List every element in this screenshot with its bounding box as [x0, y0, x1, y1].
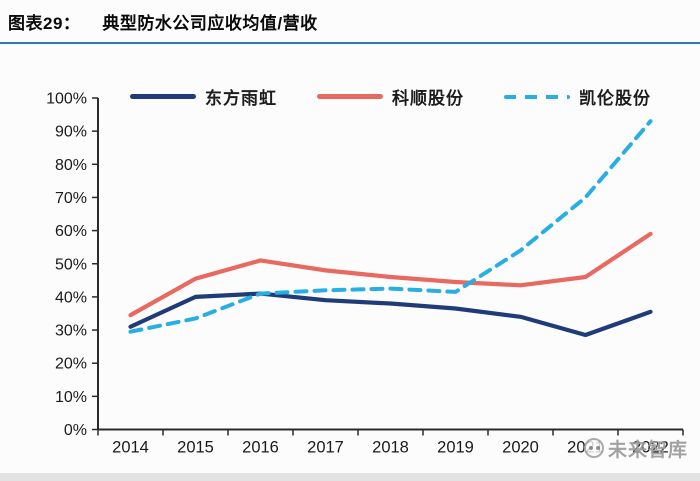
legend-item-1: 科顺股份: [317, 84, 464, 109]
legend-swatch-dashed-line: [504, 94, 570, 99]
x-tick-label: 2018: [372, 439, 409, 457]
x-tick-label: 2022: [632, 439, 669, 457]
y-tick-label: 80%: [55, 157, 87, 174]
y-tick-label: 90%: [55, 124, 87, 141]
bottom-gray-strip: [0, 473, 700, 481]
legend-label: 科顺股份: [392, 89, 464, 108]
legend-label: 东方雨虹: [205, 89, 277, 108]
series-line-0: [128, 291, 653, 338]
y-tick-label: 60%: [55, 223, 87, 240]
watermark-logo-icon: [584, 438, 604, 458]
x-tick-label: 2016: [242, 439, 279, 457]
legend-label: 凯伦股份: [579, 89, 651, 108]
x-tick-label: 2014: [112, 439, 149, 457]
legend-item-0: 东方雨虹: [130, 84, 277, 109]
y-tick-label: 40%: [55, 289, 87, 306]
y-tick-label: 10%: [55, 389, 87, 406]
x-tick-label: 2020: [502, 439, 539, 457]
x-tick-label: 2019: [437, 439, 474, 457]
y-tick-label: 70%: [55, 190, 87, 207]
y-tick-label: 50%: [55, 256, 87, 273]
figure-number: 图表29：: [8, 14, 81, 33]
watermark: 未来智库: [584, 436, 689, 461]
series-line-1: [128, 231, 653, 318]
y-tick-label: 20%: [55, 356, 87, 373]
legend-swatch-solid-line: [317, 94, 383, 99]
figure-title-text: 典型防水公司应收均值/营收: [102, 14, 318, 33]
y-tick-label: 100%: [46, 91, 87, 108]
watermark-text: 未来智库: [608, 439, 689, 461]
chart-legend: 东方雨虹 科顺股份 凯伦股份: [98, 84, 683, 109]
x-tick-label: 2015: [177, 439, 214, 457]
figure-title: 图表29： 典型防水公司应收均值/营收: [0, 0, 700, 44]
y-tick-label: 0%: [64, 422, 87, 439]
y-tick-label: 30%: [55, 323, 87, 340]
legend-item-2: 凯伦股份: [504, 84, 651, 109]
series-line-2: [128, 119, 653, 334]
x-tick-label: 2017: [307, 439, 344, 457]
legend-swatch-solid-line: [130, 94, 196, 99]
